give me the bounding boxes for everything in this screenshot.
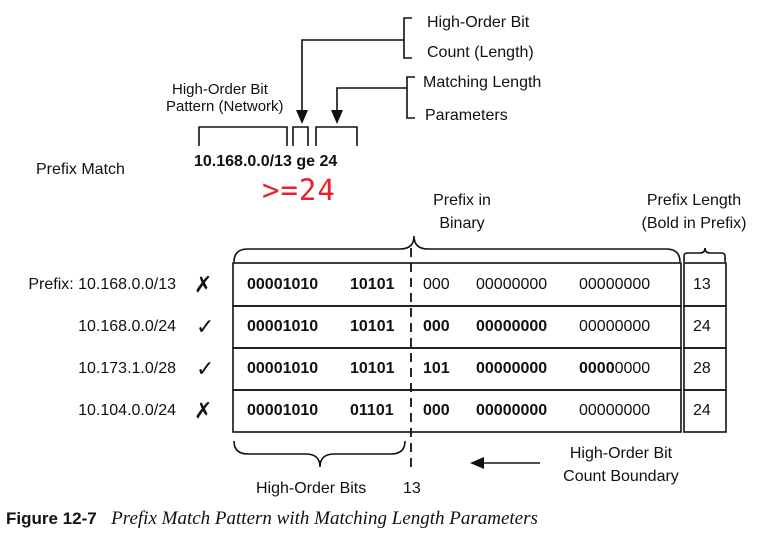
octet-4-low: 0000: [614, 360, 651, 377]
count-length-bracket: [403, 17, 412, 59]
arrowhead-matching: [331, 110, 343, 124]
boundary-value: 13: [403, 480, 421, 497]
header-prefix-length-line1: Prefix Length: [646, 192, 742, 209]
row-label: Prefix: 10.168.0.0/13: [28, 276, 176, 293]
header-prefix-length-line2: (Bold in Prefix): [641, 215, 747, 232]
check-icon: ✓: [196, 314, 215, 339]
high-order-brace: [233, 440, 406, 468]
octet-2-high: 10101: [350, 360, 395, 377]
octet-4: 00000000: [579, 402, 651, 419]
octet-4-high: 0000: [579, 360, 615, 377]
octet-2-high: 10101: [350, 276, 395, 293]
prefix-match-label: Prefix Match: [36, 161, 125, 178]
length-bracket: [292, 126, 309, 146]
boundary-label-line1: High-Order Bit: [569, 445, 673, 462]
figure-caption: Figure 12-7 Prefix Match Pattern with Ma…: [6, 509, 538, 528]
boundary-label-line2: Count Boundary: [563, 468, 679, 485]
prefix-operator: ge: [296, 153, 315, 170]
matching-length-bracket: [406, 76, 415, 119]
header-prefix-in-binary-line2: Binary: [439, 215, 485, 232]
prefix-statement: 10.168.0.0/13 ge 24: [194, 154, 337, 170]
callout-matching-line2: Parameters: [425, 107, 508, 124]
prefix-length: 13: [274, 153, 292, 170]
octet-3: 00000000: [476, 402, 548, 419]
octet-3: 00000000: [476, 276, 548, 293]
prefix-network: 10.168.0.0: [194, 153, 270, 170]
octet-2-low: 000: [423, 318, 450, 335]
network-bracket: [198, 126, 288, 146]
prefix-length-value: 13: [693, 276, 711, 293]
octet-4: 00000000: [579, 276, 651, 293]
octet-2-high: 10101: [350, 318, 395, 335]
prefix-length-value: 24: [693, 402, 711, 419]
arrowhead-boundary: [470, 457, 484, 469]
prefix-slash: /: [269, 153, 275, 170]
octet-3: 00000000: [476, 360, 548, 377]
octet-1: 00001010: [247, 276, 319, 293]
octet-3: 00000000: [476, 318, 548, 335]
callout-count-length-line1: High-Order Bit: [427, 14, 530, 31]
callout-pattern-line2: Pattern (Network): [166, 98, 284, 115]
matching-length-leader: [336, 87, 407, 112]
callout-count-length-line2: Count (Length): [427, 44, 534, 61]
callout-pattern-line1: High-Order Bit: [172, 81, 268, 98]
caption-label: Figure 12-7: [6, 509, 97, 528]
caption-text: Prefix Match Pattern with Matching Lengt…: [111, 508, 538, 529]
octet-2-low: 000: [423, 276, 450, 293]
length-brace: [683, 247, 726, 262]
row-label: 10.173.1.0/28: [78, 360, 176, 377]
octet-4: 00000000: [579, 318, 651, 335]
handwritten-note: >=24: [262, 173, 336, 207]
prefix-length-value: 24: [693, 318, 711, 335]
octet-2-high: 01101: [350, 402, 394, 419]
row-label: 10.104.0.0/24: [78, 402, 176, 419]
high-order-bits-label: High-Order Bits: [256, 480, 367, 497]
octet-2-low: 000: [423, 402, 450, 419]
octet-4: 00000000: [579, 361, 650, 377]
binary-brace: [233, 235, 681, 263]
octet-1: 00001010: [247, 360, 319, 377]
count-length-leader: [301, 39, 404, 112]
octet-1: 00001010: [247, 318, 319, 335]
row-label: 10.168.0.0/24: [78, 318, 176, 335]
x-icon: ✗: [194, 398, 213, 423]
check-icon: ✓: [196, 356, 215, 381]
callout-matching-line1: Matching Length: [423, 74, 542, 91]
x-icon: ✗: [194, 272, 213, 297]
octet-2-low: 101: [423, 360, 450, 377]
header-prefix-in-binary-line1: Prefix in: [433, 192, 491, 209]
prefix-length-value: 28: [693, 360, 711, 377]
ge-bracket: [315, 126, 358, 146]
octet-1: 00001010: [247, 402, 319, 419]
arrowhead-count: [296, 110, 308, 124]
prefix-value: 24: [319, 153, 338, 170]
